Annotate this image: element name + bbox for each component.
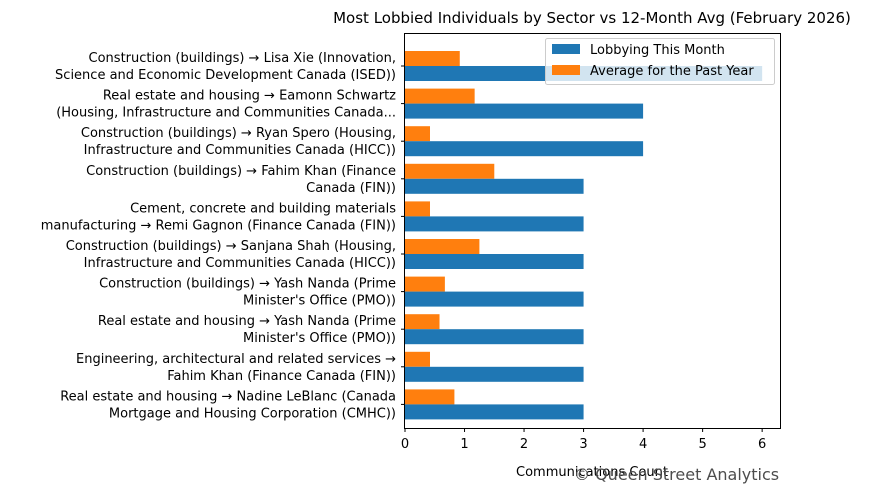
bar-lobbying-this-month bbox=[405, 404, 584, 420]
y-tick-label-line: Infrastructure and Communities Canada (H… bbox=[84, 256, 396, 271]
bar-average-past-year bbox=[405, 88, 475, 104]
y-tick-label-line: Construction (buildings) → Sanjana Shah … bbox=[66, 239, 396, 254]
x-tick-label: 4 bbox=[639, 437, 647, 452]
y-tick-label-line: Fahim Khan (Finance Canada (FIN)) bbox=[167, 369, 396, 384]
y-tick-label-line: Construction (buildings) → Lisa Xie (Inn… bbox=[89, 51, 396, 66]
watermark: © Queen Street Analytics bbox=[574, 465, 780, 484]
x-tick-label: 5 bbox=[698, 437, 706, 452]
x-tick-label: 2 bbox=[520, 437, 528, 452]
plot-area bbox=[405, 51, 763, 420]
y-tick-label-line: Minister's Office (PMO)) bbox=[243, 331, 396, 346]
bar-lobbying-this-month bbox=[405, 291, 584, 307]
y-tick-label-line: Infrastructure and Communities Canada (H… bbox=[84, 143, 396, 158]
y-tick-label: Real estate and housing → Yash Nanda (Pr… bbox=[98, 314, 396, 346]
legend-box bbox=[545, 38, 775, 85]
bar-average-past-year bbox=[405, 314, 440, 330]
bar-lobbying-this-month bbox=[405, 254, 584, 269]
bar-lobbying-this-month bbox=[405, 329, 584, 345]
bar-average-past-year bbox=[405, 51, 460, 66]
legend: Lobbying This Month Average for the Past … bbox=[545, 38, 775, 85]
bar-lobbying-this-month bbox=[405, 366, 584, 382]
y-tick-label-line: Mortgage and Housing Corporation (CMHC)) bbox=[109, 406, 396, 421]
y-tick-label-line: Science and Economic Development Canada … bbox=[55, 68, 396, 83]
y-tick-label-line: Construction (buildings) → Yash Nanda (P… bbox=[99, 277, 396, 292]
y-tick-label-line: manufacturing → Remi Gagnon (Finance Can… bbox=[41, 218, 396, 233]
legend-swatch bbox=[552, 44, 580, 54]
y-tick-label-line: Construction (buildings) → Ryan Spero (H… bbox=[81, 126, 396, 141]
y-tick-label: Real estate and housing → Eamonn Schwart… bbox=[56, 89, 396, 121]
y-tick-label: Construction (buildings) → Ryan Spero (H… bbox=[81, 126, 396, 158]
x-axis-label: Communications Count bbox=[516, 465, 668, 480]
bar-average-past-year bbox=[405, 201, 430, 217]
x-tick-label: 1 bbox=[460, 437, 468, 452]
y-tick-label: Construction (buildings) → Sanjana Shah … bbox=[66, 239, 396, 271]
y-tick-label-line: (Housing, Infrastructure and Communities… bbox=[56, 106, 396, 121]
bar-lobbying-this-month bbox=[405, 141, 644, 157]
y-tick-label-line: Real estate and housing → Eamonn Schwart… bbox=[103, 89, 396, 104]
y-tick-label-line: Cement, concrete and building materials bbox=[130, 201, 396, 216]
y-tick-label-line: Real estate and housing → Nadine LeBlanc… bbox=[60, 389, 396, 404]
bar-lobbying-this-month bbox=[405, 103, 644, 119]
x-tick-label: 6 bbox=[758, 437, 766, 452]
y-tick-label-line: Real estate and housing → Yash Nanda (Pr… bbox=[98, 314, 396, 329]
x-tick-label: 3 bbox=[579, 437, 587, 452]
bar-average-past-year bbox=[405, 351, 430, 367]
y-tick-label: Cement, concrete and building materials m… bbox=[41, 201, 396, 233]
bar-lobbying-this-month bbox=[405, 216, 584, 232]
plot-frame bbox=[404, 33, 781, 429]
bar-average-past-year bbox=[405, 389, 455, 405]
bar-average-past-year bbox=[405, 163, 495, 179]
y-tick-label: Real estate and housing → Nadine LeBlanc… bbox=[60, 389, 396, 421]
x-tick-label: 0 bbox=[401, 437, 409, 452]
legend-swatch bbox=[552, 65, 580, 75]
bar-average-past-year bbox=[405, 276, 445, 292]
y-axis-ticks: Construction (buildings) → Lisa Xie (Inn… bbox=[41, 51, 405, 421]
y-tick-label: Construction (buildings) → Fahim Khan (F… bbox=[86, 164, 396, 196]
y-tick-label-line: Minister's Office (PMO)) bbox=[243, 294, 396, 309]
y-tick-label-line: Engineering, architectural and related s… bbox=[76, 352, 396, 367]
bar-lobbying-this-month bbox=[405, 178, 584, 194]
y-tick-label: Construction (buildings) → Yash Nanda (P… bbox=[99, 277, 396, 309]
y-tick-label: Construction (buildings) → Lisa Xie (Inn… bbox=[55, 51, 396, 83]
y-tick-label: Engineering, architectural and related s… bbox=[76, 352, 396, 384]
bar-average-past-year bbox=[405, 126, 430, 142]
x-axis-ticks: 0 1 2 3 4 5 6 bbox=[401, 428, 766, 452]
legend-label: Lobbying This Month bbox=[590, 43, 725, 58]
y-tick-label-line: Canada (FIN)) bbox=[306, 181, 396, 196]
bar-average-past-year bbox=[405, 239, 480, 254]
legend-label: Average for the Past Year bbox=[590, 64, 754, 79]
y-tick-label-line: Construction (buildings) → Fahim Khan (F… bbox=[86, 164, 396, 179]
chart-title: Most Lobbied Individuals by Sector vs 12… bbox=[333, 9, 851, 27]
